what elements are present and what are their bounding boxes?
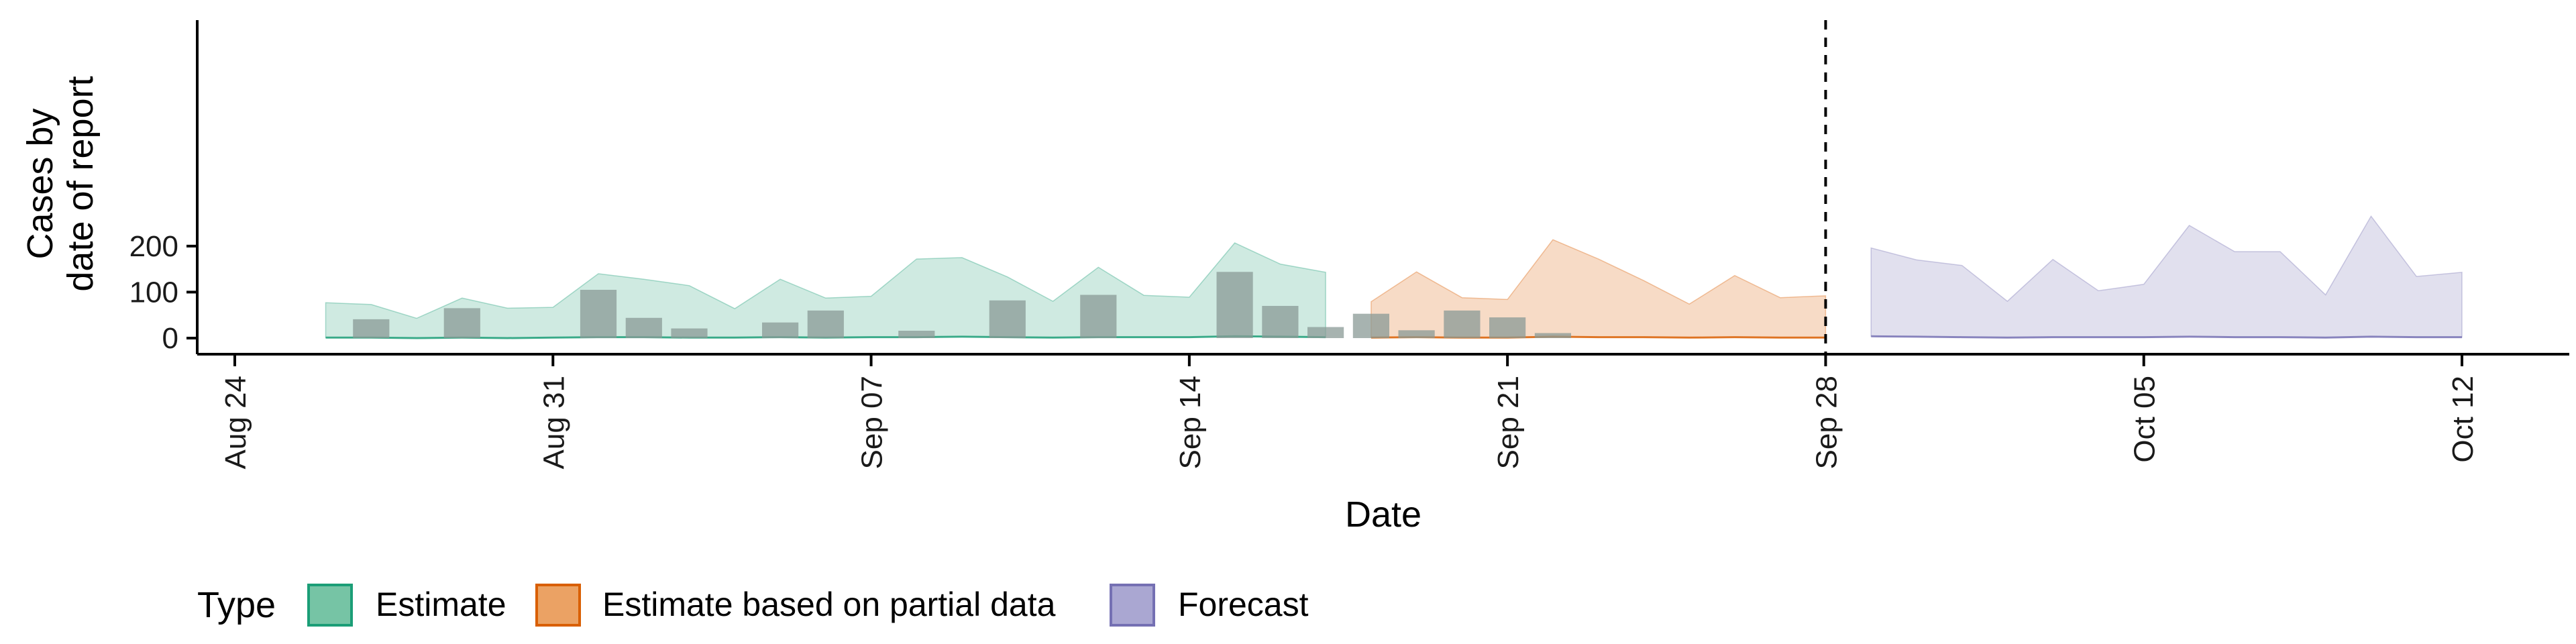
case-bar [580, 290, 617, 338]
lower-line-forecast [1871, 335, 2462, 339]
case-bar [762, 322, 799, 338]
case-bar [1489, 317, 1526, 338]
x-tick-label: Oct 12 [2447, 376, 2479, 463]
case-bar [1216, 272, 1253, 338]
x-tick-label: Sep 07 [856, 376, 889, 469]
y-axis-title-line-1: Cases by [20, 108, 60, 259]
y-axis-ticks: 0 100 200 [129, 230, 197, 355]
case-bar [1398, 330, 1435, 338]
x-tick-label: Oct 05 [2129, 376, 2161, 463]
legend-title: Type [197, 585, 276, 625]
area-estimate-based-on-partial-data [1371, 239, 1827, 339]
observed-case-bars [353, 272, 1571, 338]
case-bar [1352, 313, 1389, 338]
case-bar [898, 331, 935, 338]
case-bar [989, 300, 1026, 338]
y-tick-label: 200 [129, 230, 178, 263]
case-bar [1534, 333, 1571, 338]
case-bar [1262, 306, 1299, 338]
x-axis-ticks: Aug 24 Aug 31 Sep 07 Sep 14 Sep 21 Sep 28 Oct … [219, 354, 2479, 469]
legend-swatch-estimate [307, 584, 353, 627]
case-bar [1444, 310, 1481, 338]
legend-swatch-forecast [1110, 584, 1155, 627]
y-tick-label: 100 [129, 276, 178, 309]
legend: Type Estimate Estimate based on partial … [197, 584, 1309, 627]
legend-label-partial: Estimate based on partial data [602, 586, 1056, 623]
case-bar [807, 310, 844, 338]
y-axis-title-line-2: date of report [60, 76, 101, 291]
x-tick-label: Aug 31 [537, 376, 570, 469]
x-tick-label: Sep 14 [1174, 376, 1207, 469]
case-bar [443, 308, 480, 338]
x-tick-label: Sep 21 [1492, 376, 1525, 469]
case-bar [1080, 294, 1117, 338]
x-axis-title: Date [1345, 494, 1421, 535]
legend-label-forecast: Forecast [1178, 586, 1309, 623]
case-bar [1307, 327, 1344, 338]
legend-label-estimate: Estimate [376, 586, 506, 623]
case-bar [353, 319, 390, 338]
area-forecast [1870, 215, 2463, 339]
case-bar [625, 317, 662, 338]
x-tick-label: Aug 24 [219, 376, 252, 469]
x-tick-label: Sep 28 [1810, 376, 1843, 469]
case-bar [671, 328, 708, 338]
legend-swatch-partial [535, 584, 581, 627]
y-tick-label: 0 [162, 322, 178, 355]
